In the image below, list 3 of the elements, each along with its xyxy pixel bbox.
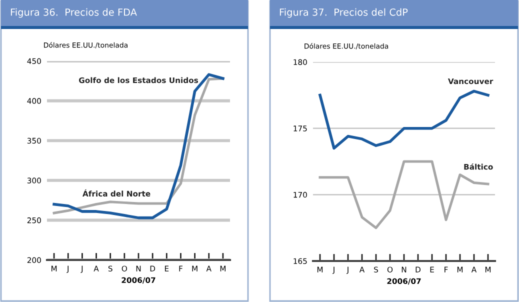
chart-title: Figura 36. Precios de FDA — [10, 8, 137, 18]
line-series — [318, 90, 490, 150]
chart-title: Figura 37. Precios del CdP — [280, 8, 408, 18]
